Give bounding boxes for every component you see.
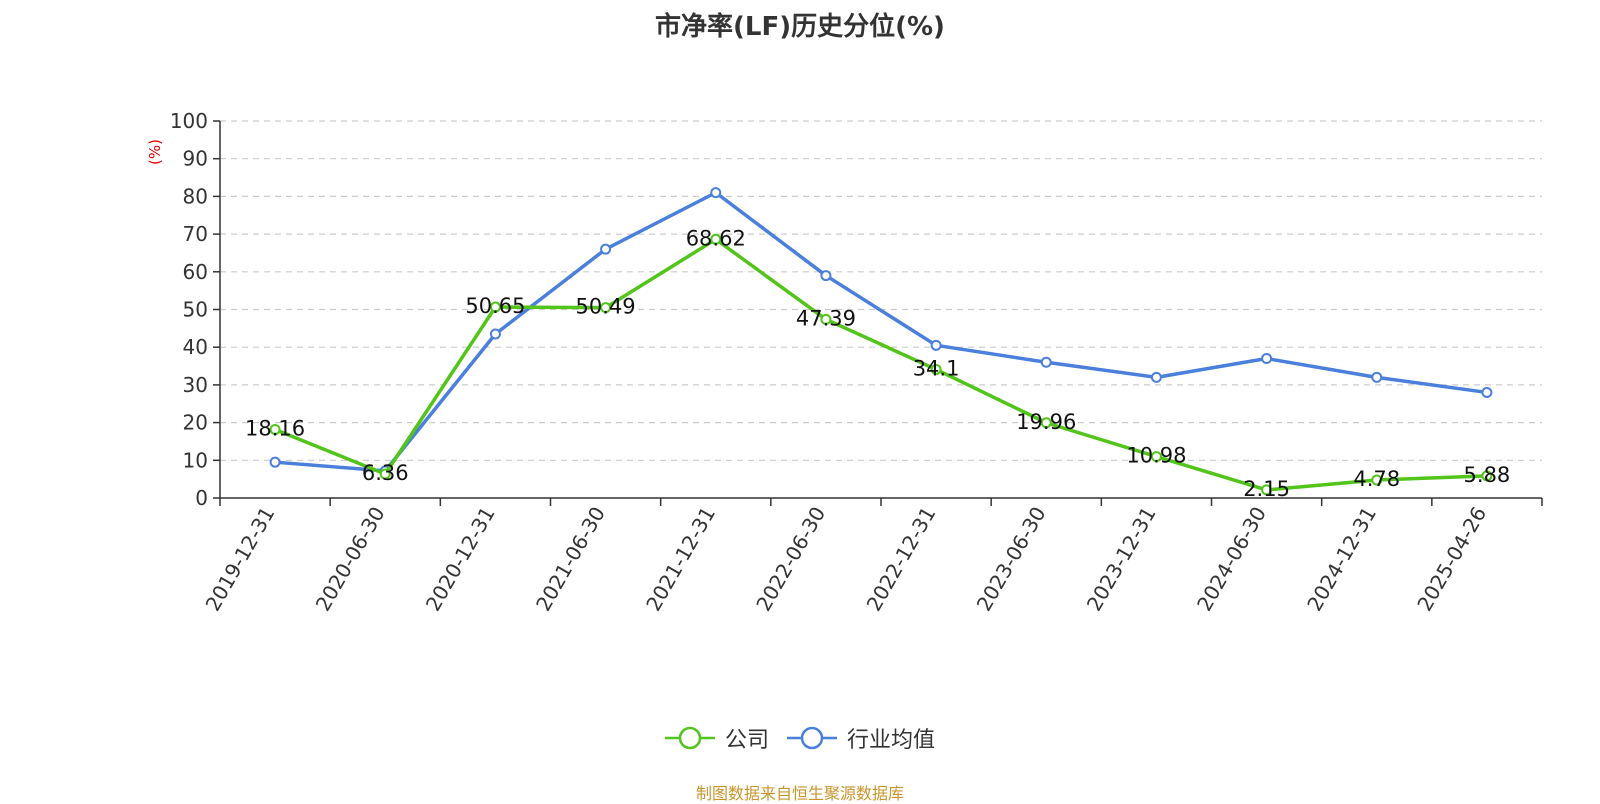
data-point: [1261, 353, 1273, 365]
data-label: 10.98: [1126, 444, 1186, 468]
chart-title: 市净率(LF)历史分位(%): [655, 12, 945, 42]
data-point: [710, 233, 722, 245]
y-tick-label: 60: [183, 260, 208, 284]
data-point: [710, 187, 722, 199]
legend-item[interactable]: 公司: [664, 722, 769, 754]
legend-circle: [678, 726, 702, 750]
data-point: [600, 243, 612, 255]
x-tick-label: 2025-04-26: [1412, 503, 1491, 616]
x-tick-label: 2023-06-30: [972, 503, 1051, 616]
data-label: 18.16: [245, 417, 305, 441]
legend-label: 行业均值: [847, 728, 936, 753]
data-point: [1261, 484, 1273, 496]
data-label: 34.1: [913, 356, 960, 380]
y-tick-label: 40: [183, 335, 208, 359]
y-tick-label: 50: [183, 298, 208, 322]
y-tick-label: 30: [183, 373, 208, 397]
x-tick-label: 2022-06-30: [751, 503, 830, 616]
grid-lines: [220, 120, 1542, 461]
data-point: [930, 339, 942, 351]
data-point: [1150, 451, 1162, 463]
data-label: 19.96: [1016, 410, 1076, 434]
x-tick-label: 2020-06-30: [311, 503, 390, 616]
legend-marker-icon: [787, 726, 837, 750]
series-line: [274, 237, 1487, 492]
data-point: [379, 468, 391, 480]
x-tick-label: 2024-06-30: [1192, 503, 1271, 616]
data-label: 6.36: [362, 461, 409, 485]
y-tick-label: 70: [183, 222, 208, 246]
y-tick-label: 0: [195, 486, 208, 510]
y-tick-label: 80: [183, 184, 208, 208]
data-point: [1481, 386, 1493, 398]
data-point: [1150, 371, 1162, 383]
data-point: [600, 302, 612, 314]
data-point: [1040, 356, 1052, 368]
data-point: [489, 328, 501, 340]
data-label: 68.62: [686, 226, 746, 250]
data-point: [1040, 417, 1052, 429]
y-tick-label: 10: [183, 448, 208, 472]
data-label: 2.15: [1243, 477, 1290, 501]
axes: 0 10 20 30 40 50 60 70 80 90 100 2019-12-31 2020-06-…: [170, 109, 1543, 616]
data-point: [820, 270, 832, 282]
x-tick-label: 2023-12-31: [1082, 503, 1161, 616]
data-point: [269, 456, 281, 468]
data-labels: 18.16 6.36 50.65 50.49 68.62 47.39 34.1 19.96 10…: [245, 226, 1510, 501]
data-label: 4.78: [1353, 467, 1400, 491]
legend-item[interactable]: 行业均值: [787, 722, 935, 754]
x-tick-label: 2021-06-30: [531, 503, 610, 616]
y-axis-label: (%): [146, 139, 164, 165]
y-tick-label: 20: [183, 411, 208, 435]
y-tick-label: 100: [170, 109, 208, 133]
data-point: [1481, 470, 1493, 482]
x-tick-label: 2022-12-31: [862, 502, 941, 615]
data-label: 47.39: [796, 306, 856, 330]
legend-marker-icon: [664, 726, 715, 750]
legend: 公司 行业均值: [0, 722, 1600, 754]
series-line: [274, 190, 1488, 473]
x-tick-label: 2024-12-31: [1302, 503, 1381, 616]
series: [269, 187, 1493, 496]
data-point: [1371, 474, 1383, 486]
data-label: 50.65: [465, 294, 525, 318]
source-note: 制图数据来自恒生聚源数据库: [695, 784, 904, 803]
x-tick-label: 2019-12-31: [201, 503, 280, 616]
legend-circle: [800, 726, 824, 750]
data-label: 5.88: [1464, 463, 1511, 487]
data-point: [820, 313, 832, 325]
x-tick-label: 2021-12-31: [641, 503, 720, 616]
data-point: [489, 301, 501, 313]
data-point: [930, 363, 942, 375]
data-point: [1371, 371, 1383, 383]
x-tick-label: 2020-12-31: [421, 502, 500, 615]
data-point: [269, 424, 281, 436]
legend-label: 公司: [724, 728, 769, 753]
y-tick-label: 90: [183, 147, 208, 171]
data-label: 50.49: [576, 295, 636, 319]
